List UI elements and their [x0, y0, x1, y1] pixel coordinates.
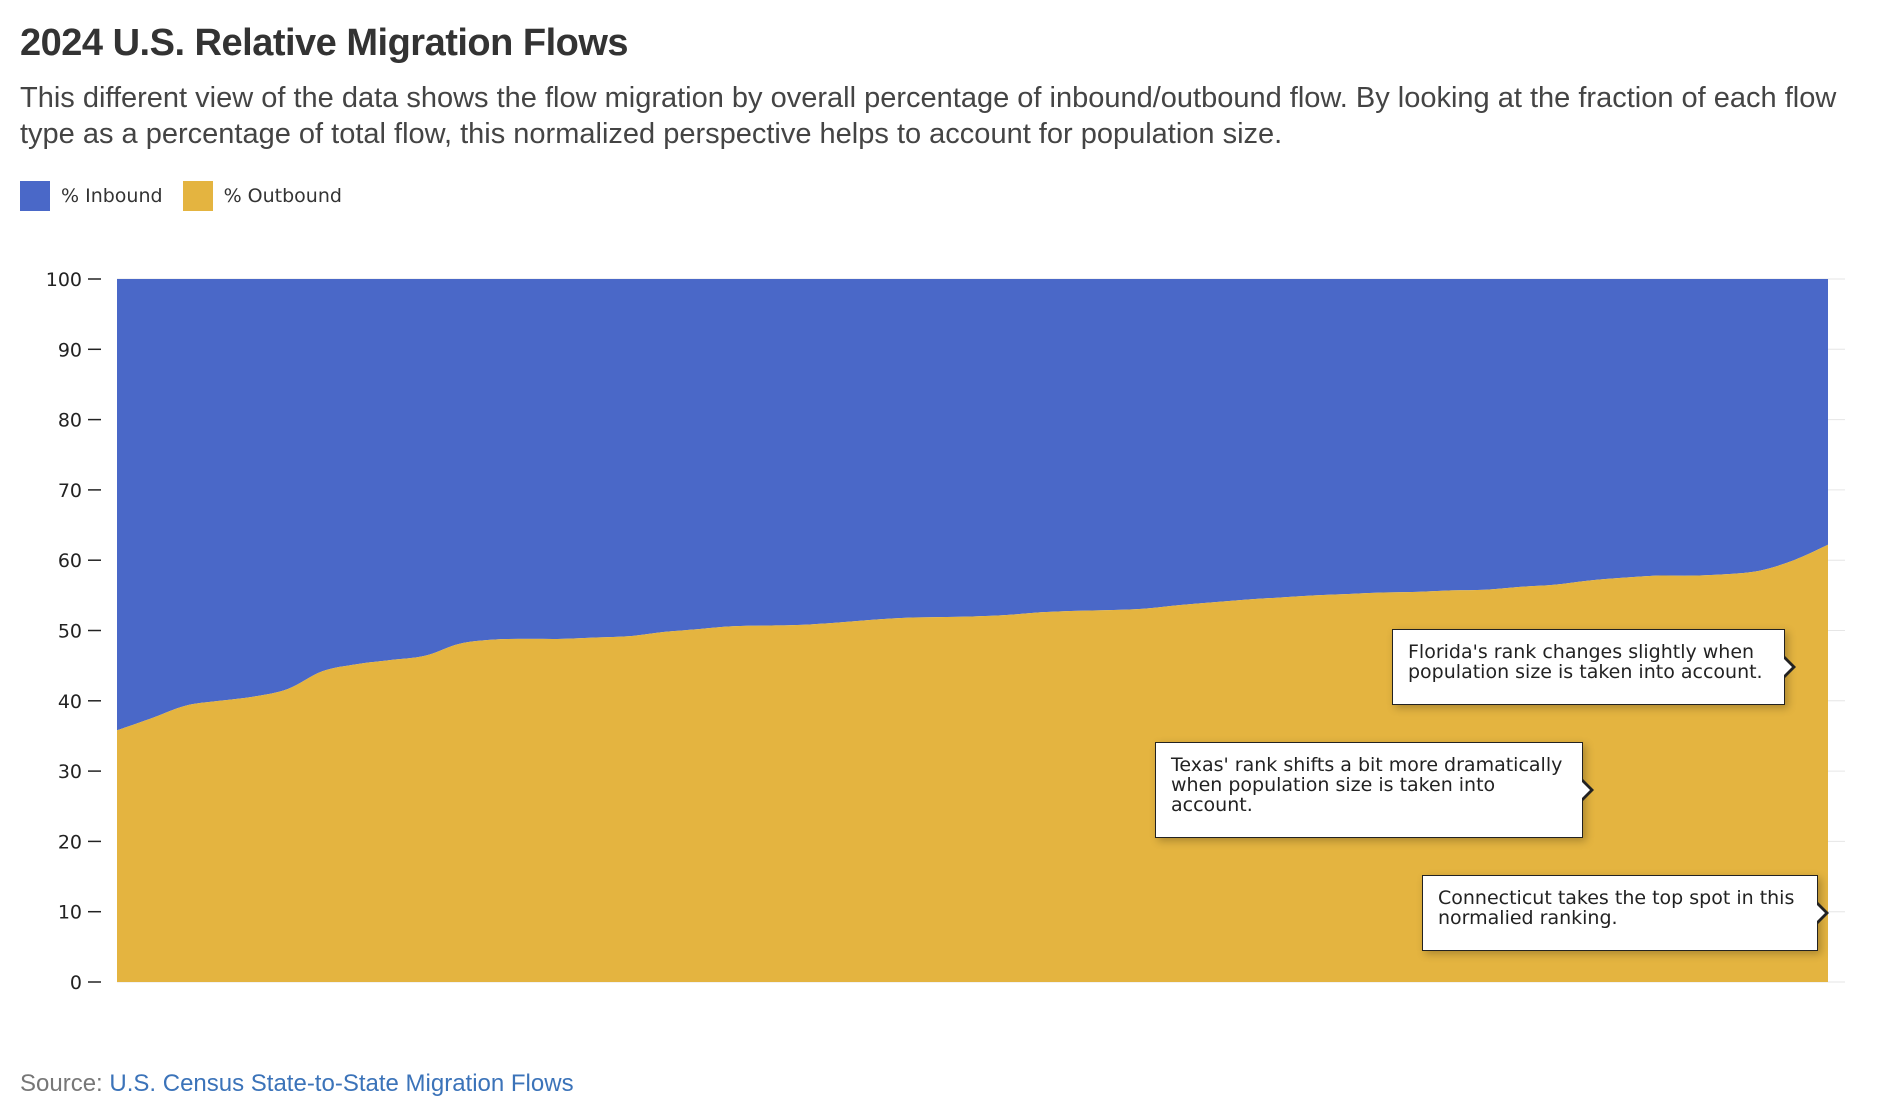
y-tick-label: 80: [58, 410, 82, 432]
callout-pointer: [1782, 655, 1796, 679]
y-tick-label: 100: [46, 269, 82, 291]
legend-label-inbound: % Inbound: [61, 185, 163, 207]
source-link[interactable]: U.S. Census State-to-State Migration Flo…: [109, 1070, 574, 1097]
y-tick-label: 0: [70, 972, 82, 994]
legend-swatch-outbound: [182, 181, 213, 211]
y-tick-label: 10: [58, 902, 82, 924]
legend-item-inbound[interactable]: % Inbound: [20, 181, 163, 211]
y-axis: 0 10 20 30 40 50 60 70 80 90 100: [46, 269, 101, 994]
legend: % Inbound % Outbound: [20, 181, 342, 211]
annotation-texas-text: Texas' rank shifts a bit more dramatical…: [1171, 754, 1563, 816]
y-tick-label: 20: [58, 831, 82, 853]
annotation-texas: Texas' rank shifts a bit more dramatical…: [1155, 742, 1594, 838]
y-tick-label: 70: [58, 480, 82, 502]
y-tick-label: 50: [58, 621, 82, 643]
y-tick-label: 60: [58, 550, 82, 572]
annotation-florida-text: Florida's rank changes slightly when pop…: [1408, 641, 1763, 683]
legend-swatch-inbound: [20, 181, 50, 211]
chart-subtitle: This different view of the data shows th…: [20, 82, 1837, 150]
annotation-connecticut: Connecticut takes the top spot in this n…: [1422, 875, 1829, 951]
source-prefix: Source:: [20, 1070, 103, 1097]
annotation-connecticut-text: Connecticut takes the top spot in this n…: [1438, 887, 1795, 929]
y-tick-label: 40: [58, 691, 82, 713]
callout-pointer: [1580, 778, 1594, 802]
legend-item-outbound[interactable]: % Outbound: [182, 181, 342, 211]
series-area-inbound[interactable]: [117, 279, 1828, 731]
annotation-florida: Florida's rank changes slightly when pop…: [1392, 629, 1796, 705]
callout-pointer: [1815, 901, 1829, 925]
y-tick-label: 30: [58, 761, 82, 783]
y-tick-label: 90: [58, 339, 82, 361]
chart-title: 2024 U.S. Relative Migration Flows: [20, 22, 629, 64]
legend-label-outbound: % Outbound: [223, 185, 342, 207]
source-line: Source: U.S. Census State-to-State Migra…: [20, 1070, 574, 1098]
